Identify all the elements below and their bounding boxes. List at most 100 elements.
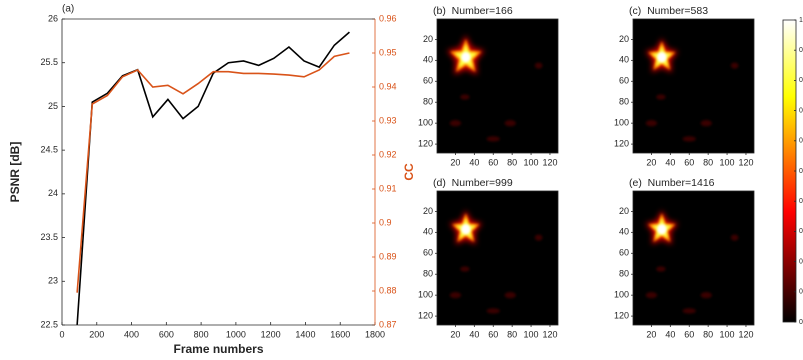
dim-blob	[460, 94, 469, 99]
x-axis-label: Frame numbers	[173, 342, 263, 356]
y2-axis-label: CC	[402, 163, 416, 181]
y-tick-label: 120	[418, 310, 433, 320]
spot-center	[461, 52, 470, 62]
y2-tick-label: 0.88	[379, 285, 397, 295]
x-tick-label: 20	[450, 329, 460, 339]
dim-blob	[535, 62, 543, 68]
x-tick-label: 60	[488, 157, 498, 167]
x-tick-label: 0	[59, 329, 64, 339]
x-tick-label: 1200	[261, 329, 281, 339]
dim-blob	[646, 120, 657, 126]
dim-blob	[683, 136, 696, 141]
y-tick-label: 80	[423, 269, 433, 279]
y-tick-label: 60	[423, 76, 433, 86]
x-tick-label: 120	[542, 329, 557, 339]
x-tick-label: 1600	[330, 329, 350, 339]
x-tick-label: 1800	[365, 329, 385, 339]
dim-blob	[487, 308, 500, 313]
y-tick-label: 100	[418, 290, 433, 300]
y-tick-label: 25.5	[40, 57, 58, 67]
y-tick-label: 26	[48, 13, 58, 23]
figure: 02004006008001000120014001600180022.5232…	[0, 0, 803, 360]
colorbar-tick-label: 0.	[799, 168, 803, 175]
y-tick-label: 24.5	[40, 145, 58, 155]
colorbar-tick-label: 0.	[799, 228, 803, 235]
x-tick-label: 100	[524, 329, 539, 339]
plot-area	[62, 19, 375, 325]
y-tick-label: 80	[619, 97, 629, 107]
dim-blob	[535, 234, 543, 240]
y-tick-label: 120	[614, 138, 629, 148]
colorbar-tick-label: 1	[799, 17, 803, 24]
colorbar-tick-label: 0.	[799, 258, 803, 265]
x-tick-label: 100	[720, 157, 735, 167]
dim-blob	[701, 120, 712, 126]
y-tick-label: 20	[423, 206, 433, 216]
y2-tick-label: 0.93	[379, 115, 397, 125]
panel-title: (d) Number=999	[433, 177, 513, 189]
y-tick-label: 60	[619, 248, 629, 258]
x-tick-label: 200	[89, 329, 104, 339]
y-tick-label: 100	[614, 290, 629, 300]
colorbar-tick-label: 0.	[799, 47, 803, 54]
x-tick-label: 80	[703, 157, 713, 167]
y-tick-label: 120	[418, 138, 433, 148]
dim-blob	[731, 234, 739, 240]
x-tick-label: 120	[542, 157, 557, 167]
dim-blob	[450, 120, 461, 126]
y-tick-label: 20	[619, 34, 629, 44]
x-tick-label: 60	[684, 157, 694, 167]
x-tick-label: 100	[524, 157, 539, 167]
x-tick-label: 1000	[226, 329, 246, 339]
x-tick-label: 20	[646, 329, 656, 339]
y-tick-label: 24	[48, 188, 58, 198]
dim-blob	[450, 292, 461, 298]
y-tick-label: 20	[619, 206, 629, 216]
y2-tick-label: 0.94	[379, 81, 397, 91]
x-tick-label: 600	[159, 329, 174, 339]
y2-tick-label: 0.95	[379, 47, 397, 57]
y-tick-label: 80	[619, 269, 629, 279]
x-tick-label: 60	[488, 329, 498, 339]
colorbar-tick-label: 0.	[799, 107, 803, 114]
dim-blob	[505, 120, 516, 126]
spot-center	[657, 52, 666, 62]
dim-blob	[460, 266, 469, 271]
y-tick-label: 23	[48, 276, 58, 286]
x-tick-label: 80	[507, 157, 517, 167]
dim-blob	[701, 292, 712, 298]
x-tick-label: 40	[469, 329, 479, 339]
y-axis-label: PSNR [dB]	[8, 142, 22, 203]
x-tick-label: 120	[738, 157, 753, 167]
image-background	[437, 19, 558, 153]
x-tick-label: 400	[124, 329, 139, 339]
panel-title: (b) Number=166	[433, 5, 513, 17]
spot-center	[657, 224, 666, 234]
x-tick-label: 80	[507, 329, 517, 339]
y2-tick-label: 0.91	[379, 183, 397, 193]
y-tick-label: 60	[619, 76, 629, 86]
y2-tick-label: 0.9	[379, 217, 392, 227]
dim-blob	[505, 292, 516, 298]
y-tick-label: 100	[418, 118, 433, 128]
dim-blob	[656, 266, 665, 271]
y2-tick-label: 0.96	[379, 13, 397, 23]
y2-tick-label: 0.92	[379, 149, 397, 159]
dim-blob	[731, 62, 739, 68]
y-tick-label: 60	[423, 248, 433, 258]
x-tick-label: 20	[450, 157, 460, 167]
x-tick-label: 40	[469, 157, 479, 167]
x-tick-label: 80	[703, 329, 713, 339]
x-tick-label: 60	[684, 329, 694, 339]
chart-title: (a)	[62, 4, 74, 15]
y-tick-label: 120	[614, 310, 629, 320]
dim-blob	[487, 136, 500, 141]
x-tick-label: 120	[738, 329, 753, 339]
y-tick-label: 25	[48, 101, 58, 111]
y-tick-label: 40	[619, 227, 629, 237]
panel-title: (e) Number=1416	[629, 177, 715, 189]
dim-blob	[683, 308, 696, 313]
x-tick-label: 40	[665, 329, 675, 339]
y2-tick-label: 0.89	[379, 251, 397, 261]
y-tick-label: 80	[423, 97, 433, 107]
